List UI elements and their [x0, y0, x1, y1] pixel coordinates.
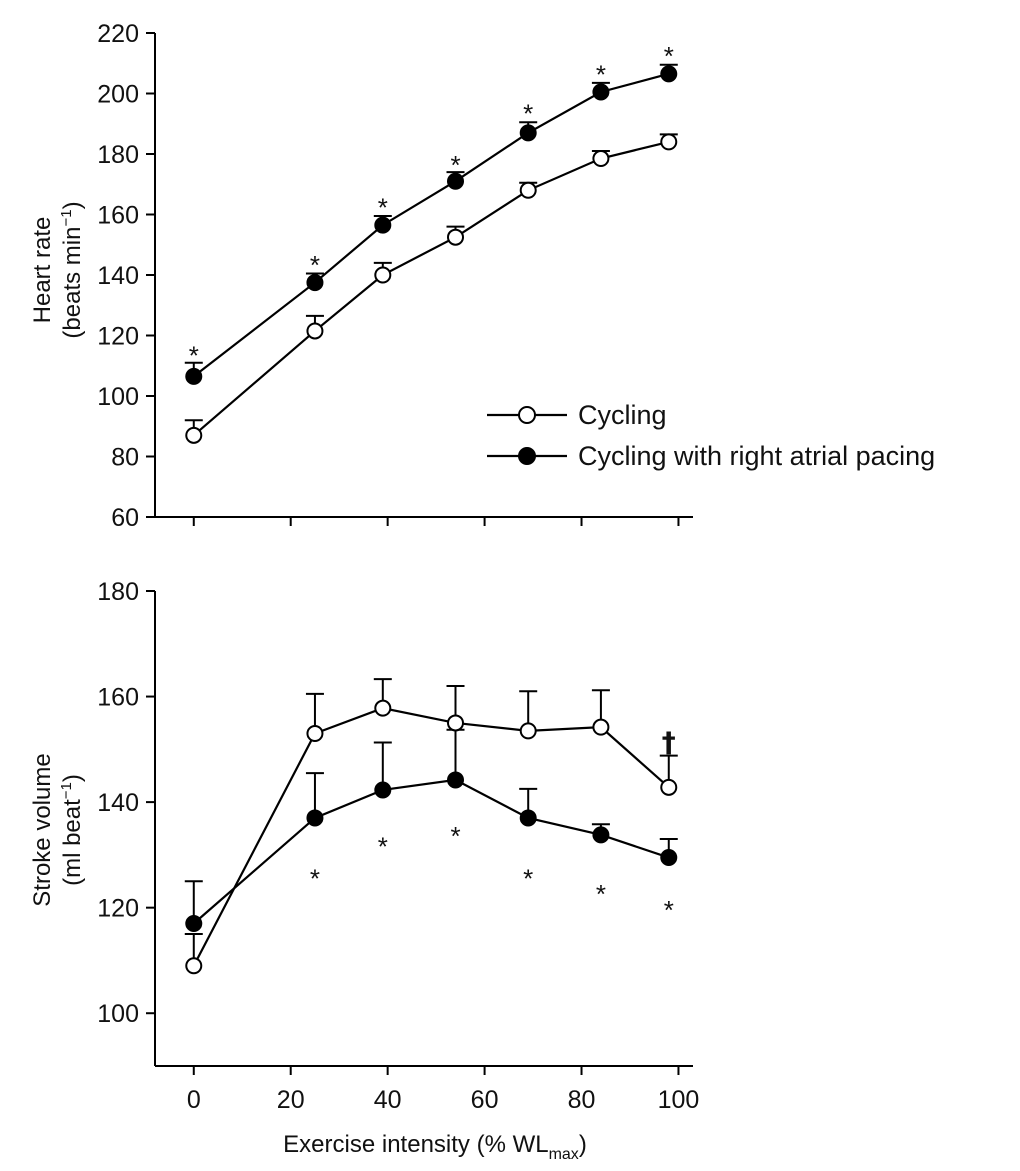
- sv-xtick-label: 40: [374, 1086, 402, 1114]
- sv-point-pacing: [185, 915, 203, 932]
- sv-point-pacing: [592, 826, 610, 844]
- hr-ylabel-line1: Heart rate: [29, 217, 56, 324]
- hr-point-cycling: [519, 181, 537, 199]
- hr-ytick-label: 160: [97, 202, 139, 230]
- sv-point-cycling: [519, 722, 537, 740]
- sv-point-cycling: [306, 725, 324, 742]
- hr-significance-star: *: [378, 192, 388, 222]
- legend-marker-cycling: [518, 406, 536, 424]
- hr-significance-star: *: [523, 99, 533, 129]
- hr-ytick-label: 180: [97, 141, 139, 169]
- sv-point-cycling: [185, 957, 203, 975]
- hr-significance-star: *: [310, 250, 320, 280]
- hr-ylabel-unit: (beats min: [59, 227, 86, 339]
- sv-significance-star: *: [378, 832, 388, 862]
- hr-line-pacing: [193, 72, 670, 378]
- sv-xtick-label: 80: [568, 1086, 596, 1114]
- sv-point-pacing: [660, 849, 678, 867]
- hr-ytick-label: 220: [97, 20, 139, 48]
- sv-ylabel-line1: Stroke volume: [29, 753, 56, 906]
- legend-label-cycling: Cycling: [578, 400, 667, 430]
- sv-point-pacing: [519, 809, 537, 827]
- sv-xtick-label: 60: [471, 1086, 499, 1114]
- hr-ylabel-sup: −1: [58, 209, 75, 226]
- hr-point-pacing: [519, 124, 537, 142]
- hr-point-cycling: [185, 426, 203, 444]
- sv-ytick-label: 160: [97, 684, 139, 712]
- sv-point-pacing: [374, 781, 392, 799]
- hr-point-pacing: [447, 172, 465, 190]
- sv-point-cycling: [447, 714, 465, 732]
- hr-point-cycling: [447, 228, 465, 246]
- sv-point-cycling: [374, 699, 392, 717]
- hr-point-cycling: [306, 322, 324, 340]
- sv-point-cycling: [592, 718, 610, 736]
- x-axis-label-close: ): [579, 1131, 587, 1158]
- sv-ytick-label: 140: [97, 789, 139, 817]
- sv-point-pacing: [447, 771, 465, 789]
- sv-point-pacing: [306, 809, 324, 827]
- sv-significance-star: *: [450, 821, 460, 851]
- hr-significance-star: *: [664, 41, 674, 71]
- sv-xtick-label: 100: [658, 1086, 700, 1114]
- legend: Cycling Cycling with right atrial pacing: [487, 400, 935, 471]
- stroke-volume-panel: 100 120 140 160 180 0 20 40 60 80 100 * * * * * * †: [97, 578, 699, 1114]
- sv-significance-star: *: [664, 895, 674, 925]
- hr-ytick-label: 80: [111, 444, 139, 472]
- hr-point-cycling: [374, 266, 392, 284]
- hr-significance-star: *: [450, 150, 460, 180]
- hr-ylabel-close: ): [59, 201, 86, 209]
- sv-ytick-label: 180: [97, 578, 139, 606]
- hr-significance-star: *: [596, 59, 606, 89]
- sv-ytick-label: 120: [97, 895, 139, 923]
- x-axis-label-sub: max: [549, 1146, 579, 1163]
- sv-ylabel-sup: −1: [58, 782, 75, 799]
- hr-ylabel-line2: (beats min−1): [58, 201, 86, 338]
- sv-ytick-label: 100: [97, 1000, 139, 1028]
- heart-rate-panel: 60 80 100 120 140 160 180 200 220 * * * * * * *: [97, 20, 693, 532]
- hr-point-pacing: [592, 83, 610, 101]
- hr-line-cycling: [193, 140, 670, 437]
- x-axis-label: Exercise intensity (% WLmax): [283, 1131, 587, 1163]
- sv-dagger-mark: †: [662, 725, 676, 758]
- legend-label-pacing: Cycling with right atrial pacing: [578, 441, 935, 471]
- hr-ytick-label: 140: [97, 262, 139, 290]
- hr-point-pacing: [660, 65, 678, 83]
- hr-point-pacing: [374, 216, 392, 234]
- sv-ylabel-close: ): [59, 774, 86, 782]
- x-axis-label-text: Exercise intensity (% WL: [283, 1131, 548, 1158]
- hr-point-cycling: [660, 133, 678, 151]
- hr-ytick-label: 100: [97, 383, 139, 411]
- hr-ytick-label: 120: [97, 323, 139, 351]
- sv-significance-star: *: [596, 879, 606, 909]
- hr-point-cycling: [592, 150, 610, 168]
- sv-xtick-label: 20: [277, 1086, 305, 1114]
- sv-xtick-label: 0: [187, 1086, 201, 1114]
- sv-point-cycling: [660, 778, 678, 796]
- hr-significance-star: *: [189, 341, 199, 371]
- hr-point-pacing: [306, 274, 324, 292]
- hr-ytick-label: 60: [111, 504, 139, 532]
- sv-ylabel-line2: (ml beat−1): [58, 774, 86, 886]
- hr-ytick-label: 200: [97, 81, 139, 109]
- legend-marker-pacing: [518, 447, 536, 465]
- sv-significance-star: *: [310, 863, 320, 893]
- sv-ylabel-unit: (ml beat: [59, 799, 86, 886]
- hr-point-pacing: [185, 367, 203, 385]
- sv-significance-star: *: [523, 863, 533, 893]
